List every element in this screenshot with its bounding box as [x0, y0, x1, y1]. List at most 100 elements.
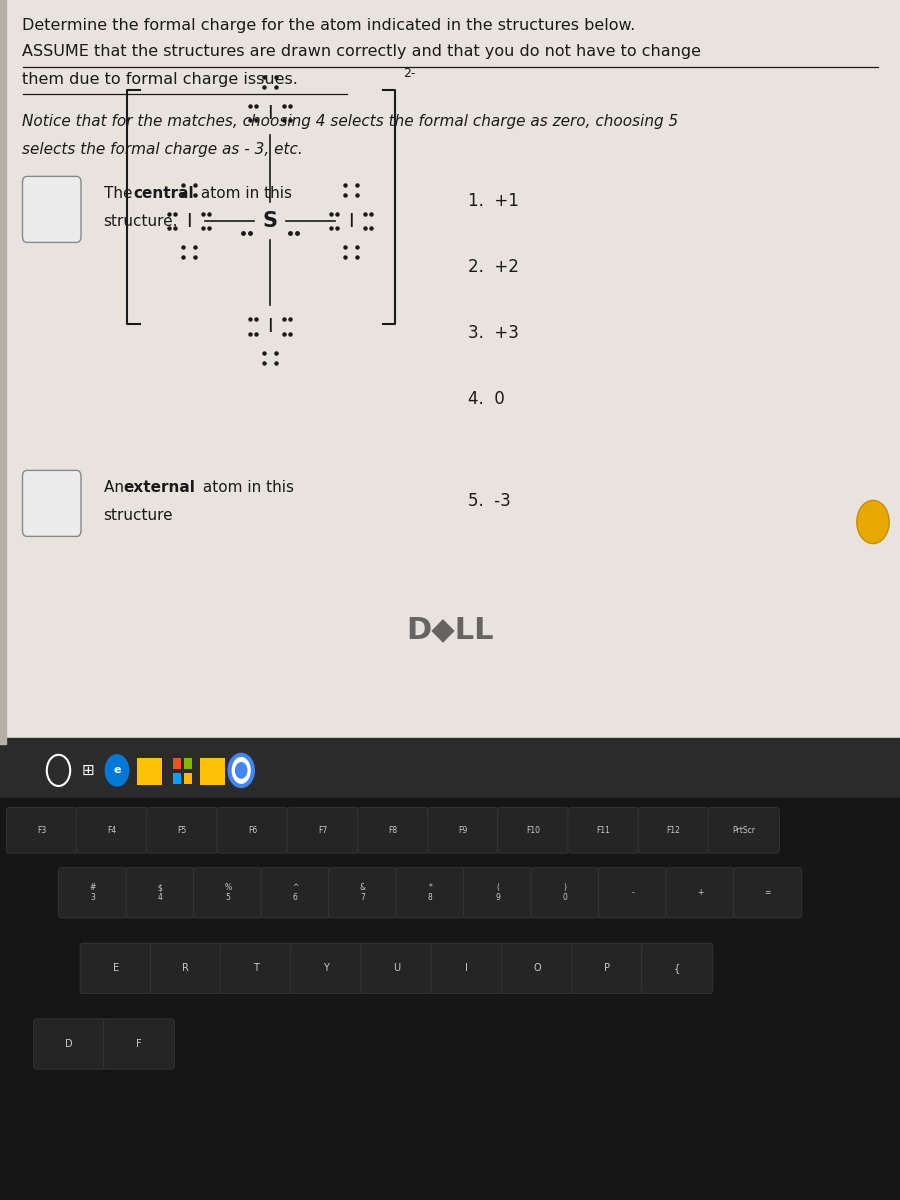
FancyBboxPatch shape [501, 943, 572, 994]
FancyBboxPatch shape [361, 943, 432, 994]
Bar [0, 0, 900, 744]
Text: F: F [136, 1039, 142, 1049]
Text: F4: F4 [107, 826, 117, 835]
FancyBboxPatch shape [431, 943, 502, 994]
FancyBboxPatch shape [22, 470, 81, 536]
Text: 2.  +2: 2. +2 [468, 258, 519, 276]
Text: I: I [348, 211, 354, 230]
FancyBboxPatch shape [217, 808, 288, 853]
FancyBboxPatch shape [396, 868, 464, 918]
FancyBboxPatch shape [708, 808, 779, 853]
FancyBboxPatch shape [464, 868, 532, 918]
Text: $
4: $ 4 [158, 883, 163, 902]
Text: I: I [267, 317, 273, 336]
Text: v: v [49, 203, 56, 215]
Text: -: - [631, 888, 634, 898]
Bar [200, 758, 225, 785]
Text: F11: F11 [597, 826, 610, 835]
Text: 4.  0: 4. 0 [468, 390, 505, 408]
FancyBboxPatch shape [572, 943, 643, 994]
Text: +: + [697, 888, 704, 898]
FancyBboxPatch shape [76, 808, 148, 853]
FancyBboxPatch shape [147, 808, 218, 853]
Text: 2-: 2- [403, 67, 416, 80]
Text: F8: F8 [388, 826, 398, 835]
Text: F9: F9 [458, 826, 468, 835]
Text: R: R [183, 964, 189, 973]
Bar [184, 773, 192, 784]
Text: D◆LL: D◆LL [406, 616, 494, 644]
Text: D: D [65, 1039, 73, 1049]
Text: F7: F7 [318, 826, 328, 835]
Text: T: T [253, 964, 259, 973]
Text: F10: F10 [526, 826, 540, 835]
Text: selects the formal charge as - 3, etc.: selects the formal charge as - 3, etc. [22, 142, 303, 156]
Text: 5.  -3: 5. -3 [468, 492, 511, 510]
FancyBboxPatch shape [328, 868, 397, 918]
Circle shape [230, 755, 253, 786]
Text: 3.  +3: 3. +3 [468, 324, 519, 342]
Text: external: external [123, 480, 195, 494]
Text: %
5: % 5 [224, 883, 231, 902]
FancyBboxPatch shape [220, 943, 292, 994]
FancyBboxPatch shape [598, 868, 667, 918]
Text: S: S [263, 211, 277, 232]
Text: central: central [133, 186, 194, 200]
Bar [173, 758, 181, 769]
Text: Y: Y [323, 964, 329, 973]
Text: I: I [186, 211, 192, 230]
FancyBboxPatch shape [33, 1019, 104, 1069]
Text: &
7: & 7 [360, 883, 365, 902]
FancyBboxPatch shape [22, 176, 81, 242]
FancyBboxPatch shape [638, 808, 709, 853]
Text: (
9: ( 9 [495, 883, 500, 902]
Text: P: P [604, 964, 610, 973]
Text: O: O [533, 964, 541, 973]
Text: structure: structure [104, 508, 173, 523]
FancyBboxPatch shape [80, 943, 151, 994]
FancyBboxPatch shape [568, 808, 639, 853]
Text: them due to formal charge issues.: them due to formal charge issues. [22, 72, 299, 86]
Text: F12: F12 [667, 826, 680, 835]
Text: atom in this: atom in this [196, 186, 292, 200]
Text: I: I [465, 964, 468, 973]
Bar [137, 758, 162, 785]
Circle shape [235, 762, 248, 779]
Text: structure.: structure. [104, 214, 178, 228]
FancyBboxPatch shape [666, 868, 734, 918]
FancyBboxPatch shape [287, 808, 358, 853]
Text: The: The [104, 186, 137, 200]
Text: ^
6: ^ 6 [292, 883, 299, 902]
FancyBboxPatch shape [357, 808, 428, 853]
FancyBboxPatch shape [150, 943, 221, 994]
Text: v: v [49, 497, 56, 509]
Bar [0, 738, 900, 804]
FancyBboxPatch shape [261, 868, 329, 918]
Text: F3: F3 [37, 826, 47, 835]
FancyBboxPatch shape [194, 868, 262, 918]
Text: F5: F5 [177, 826, 187, 835]
FancyBboxPatch shape [58, 868, 127, 918]
Text: ⊞: ⊞ [82, 763, 94, 778]
Text: *
8: * 8 [428, 883, 433, 902]
Text: e: e [113, 766, 121, 775]
Text: atom in this: atom in this [198, 480, 294, 494]
FancyBboxPatch shape [291, 943, 362, 994]
Text: #
3: # 3 [89, 883, 96, 902]
Text: 1.  +1: 1. +1 [468, 192, 519, 210]
FancyBboxPatch shape [734, 868, 802, 918]
Circle shape [105, 755, 129, 786]
FancyBboxPatch shape [642, 943, 713, 994]
Text: ASSUME that the structures are drawn correctly and that you do not have to chang: ASSUME that the structures are drawn cor… [22, 44, 701, 59]
Text: I: I [267, 103, 273, 122]
FancyBboxPatch shape [428, 808, 499, 853]
FancyBboxPatch shape [126, 868, 194, 918]
Text: An: An [104, 480, 129, 494]
Bar [184, 758, 192, 769]
FancyBboxPatch shape [498, 808, 569, 853]
Text: Determine the formal charge for the atom indicated in the structures below.: Determine the formal charge for the atom… [22, 18, 635, 32]
Text: {: { [674, 964, 680, 973]
Text: U: U [393, 964, 400, 973]
Text: Notice that for the matches, choosing 4 selects the formal charge as zero, choos: Notice that for the matches, choosing 4 … [22, 114, 679, 128]
Bar [0, 798, 900, 1200]
